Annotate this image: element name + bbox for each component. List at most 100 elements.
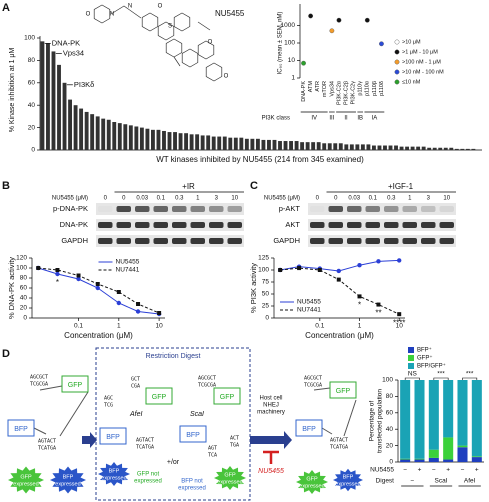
seq: ACT	[230, 436, 239, 442]
molecule-ring	[141, 12, 159, 32]
point	[308, 13, 314, 19]
row-value: ScaI	[434, 478, 447, 485]
outcome: BFP	[63, 474, 74, 480]
bar	[360, 144, 365, 150]
y-tick-label: 0	[389, 459, 393, 466]
treatment: +IR	[182, 182, 195, 191]
point	[397, 312, 402, 317]
row-label: NU5455	[370, 467, 394, 474]
dose: 1	[196, 196, 200, 202]
y-tick-label: 1000	[281, 22, 296, 29]
y-tick-label: 50	[262, 291, 270, 298]
bar	[112, 122, 117, 150]
y-tick-label: 100	[258, 267, 269, 274]
bar-segment	[471, 380, 482, 457]
blot-band	[310, 238, 325, 244]
legend-swatch	[394, 59, 400, 65]
bar	[222, 136, 227, 150]
annotation: PI3Kδ	[74, 80, 94, 89]
point	[278, 268, 283, 272]
blot-band	[116, 222, 131, 228]
blot-band	[209, 222, 224, 228]
gfp-box	[61, 375, 89, 393]
y-tick-label: 40	[28, 102, 36, 109]
bar	[73, 105, 78, 150]
blot-band	[328, 222, 343, 228]
blot-band	[310, 222, 325, 228]
row-value: +	[446, 467, 450, 474]
bar	[167, 132, 172, 150]
annotation: DNA-PK	[52, 38, 80, 47]
bar-segment	[443, 437, 454, 460]
significance: ***	[466, 371, 474, 378]
dose: 0.03	[348, 196, 360, 202]
bar	[57, 64, 61, 150]
blot-row-label: GAPDH	[61, 236, 88, 245]
molecule-bond	[110, 5, 211, 67]
significance: NS	[408, 371, 418, 378]
atom-label: N	[110, 12, 114, 18]
y-tick-label: 10	[288, 57, 296, 64]
row-value: +	[475, 467, 479, 474]
gene: BFP	[186, 432, 200, 439]
bar	[261, 139, 266, 150]
dose: 0.1	[157, 196, 166, 202]
outcome: expressed	[335, 481, 360, 487]
bar	[162, 130, 166, 150]
gene: GFP	[68, 382, 83, 389]
dose: 0.3	[175, 196, 184, 202]
bar	[101, 118, 106, 150]
y-axis-label: IC₉₀ (mean ± SEM, nM)	[278, 12, 284, 75]
bar	[460, 148, 465, 150]
bar	[372, 145, 376, 150]
blot-band	[153, 206, 168, 212]
y-tick-label: 80	[20, 275, 28, 282]
bfp-box	[179, 425, 207, 443]
x-tick-label: p110δ	[379, 81, 385, 96]
blot-band	[439, 222, 454, 228]
annotation: ****	[393, 318, 405, 327]
y-axis-label: % Kinase inhibition at 1 μM	[9, 48, 16, 133]
bar	[471, 148, 476, 150]
legend-swatch	[408, 363, 414, 369]
y-tick-label: 75	[262, 279, 270, 286]
blot-row-label: AKT	[285, 220, 300, 229]
blot-band	[347, 206, 362, 212]
bar-segment	[428, 457, 439, 462]
bar	[416, 146, 421, 150]
outcome: expressed	[55, 481, 80, 487]
legend-label: GFP⁺	[417, 355, 433, 362]
bracket	[404, 377, 420, 380]
bar	[421, 146, 426, 150]
enzyme: ScaI	[190, 411, 204, 418]
legend-swatch	[394, 49, 400, 55]
bar	[244, 138, 249, 150]
blot-row-label: DNA-PK	[60, 220, 88, 229]
inhibitor: NU5455	[258, 468, 284, 475]
blot-band	[227, 238, 242, 244]
class-label: IB	[357, 116, 363, 122]
bfp-box	[99, 427, 127, 445]
point	[116, 290, 121, 294]
atom-label: O	[224, 74, 229, 80]
blot-band	[209, 238, 224, 244]
bar-segment	[457, 380, 468, 446]
bar	[399, 146, 404, 150]
blot-band	[421, 238, 436, 244]
annotation: **	[375, 309, 381, 318]
blot-band	[98, 238, 113, 244]
blot-row-label: GAPDH	[273, 236, 300, 245]
legend-label: NU7441	[297, 307, 321, 314]
bar	[316, 142, 321, 150]
row-value: −	[432, 467, 436, 474]
bar-segment	[414, 380, 425, 459]
atom-label: O	[158, 4, 163, 10]
gene: BFP	[14, 426, 28, 433]
dose-label: NU5455 (μM)	[264, 196, 300, 202]
y-tick-label: 40	[20, 295, 28, 302]
dose: 10	[443, 196, 450, 202]
legend-swatch	[408, 355, 414, 361]
blot-band	[190, 206, 205, 212]
inhibit-mark	[263, 450, 279, 464]
dose: 0.1	[369, 196, 378, 202]
